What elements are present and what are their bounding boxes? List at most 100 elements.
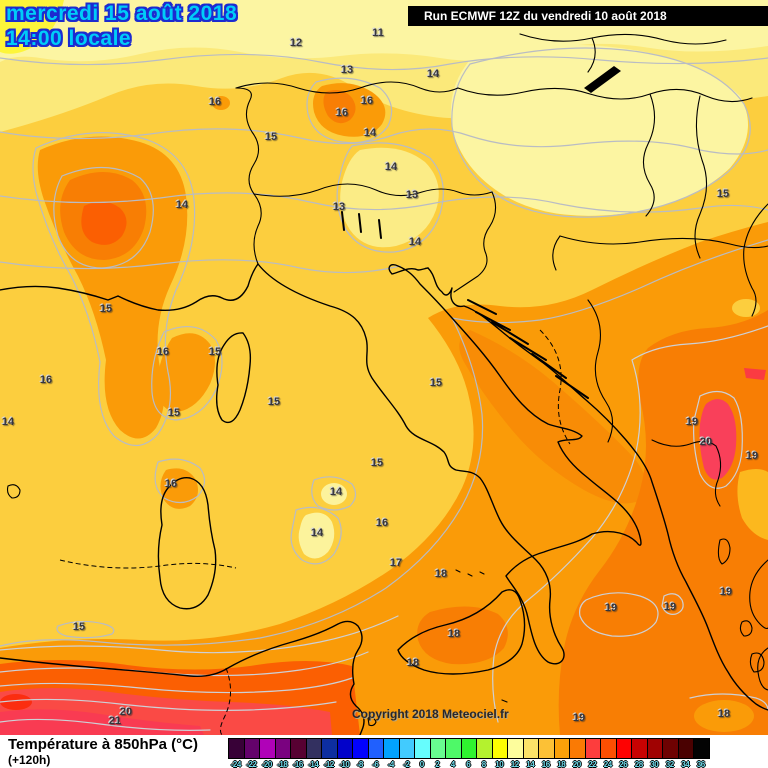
legend-value: 4: [450, 760, 455, 768]
legend-value: -14: [308, 760, 319, 768]
legend-footer: Température à 850hPa (°C) (+120h) -24 -22…: [0, 735, 768, 768]
copyright-text: Copyright 2018 Meteociel.fr: [352, 707, 509, 721]
austria-slovenia-border: [453, 191, 497, 293]
legend-swatch: [461, 739, 477, 758]
legend-swatch: [694, 739, 709, 758]
legend-value: 30: [650, 760, 659, 768]
africa-coastline: [0, 620, 365, 735]
legend-value: 14: [526, 760, 535, 768]
legend-swatch: [275, 739, 291, 758]
legend-value: 12: [510, 760, 519, 768]
legend-swatch: [523, 739, 539, 758]
france-south-coast: [0, 263, 259, 312]
map-lakes: [341, 66, 621, 239]
legend-value: 0: [419, 760, 424, 768]
hungary-croatia-border: [552, 235, 768, 271]
legend-swatch: [322, 739, 338, 758]
italian-lakes: [341, 211, 382, 239]
legend-value: -20: [261, 760, 273, 768]
legend-value: -16: [292, 760, 304, 768]
balkan-coastline: [427, 267, 768, 711]
legend-swatch: [477, 739, 493, 758]
legend-swatch: [508, 739, 524, 758]
legend-swatch: [647, 739, 663, 758]
legend-value: 36: [696, 760, 705, 768]
austria-hungary-border: [457, 87, 753, 217]
sardinia-coastline: [157, 477, 217, 610]
legend-swatch: [601, 739, 617, 758]
legend-swatch: [554, 739, 570, 758]
corsica-coastline: [215, 332, 252, 424]
legend-swatch: [384, 739, 400, 758]
sicily-coastline: [397, 589, 526, 675]
legend-value: 34: [681, 760, 690, 768]
map-coastlines-borders: [0, 33, 768, 735]
legend-swatch: [585, 739, 601, 758]
validity-date: mercredi 15 août 2018: [6, 2, 238, 25]
legend-swatch: [244, 739, 260, 758]
legend-swatch: [260, 739, 276, 758]
small-islands: [6, 484, 508, 727]
legend-value: 16: [541, 760, 550, 768]
serbia-border: [587, 95, 768, 443]
parameter-title: Température à 850hPa (°C): [8, 736, 198, 753]
legend-value: -10: [339, 760, 350, 768]
legend-value: -22: [246, 760, 257, 768]
legend-value: -12: [323, 760, 335, 768]
validity-datetime: mercredi 15 août 2018 14:00 locale: [6, 1, 237, 51]
legend-value: 6: [466, 760, 471, 768]
legend-value: -6: [372, 760, 379, 768]
legend-swatch: [663, 739, 679, 758]
legend-value: 24: [603, 760, 612, 768]
legend-swatch: [632, 739, 648, 758]
legend-value: -2: [403, 760, 410, 768]
legend-swatch: [306, 739, 322, 758]
legend-swatch: [570, 739, 586, 758]
legend-swatch: [415, 739, 431, 758]
lake-balaton: [584, 66, 621, 93]
switzerland-italy-border: [253, 183, 493, 197]
legend-value: -8: [356, 760, 364, 768]
greek-islands: [717, 538, 768, 691]
legend-swatch: [492, 739, 508, 758]
legend-swatch: [229, 739, 245, 758]
croatian-islands: [467, 299, 589, 399]
legend-swatch: [430, 739, 446, 758]
algeria-tunisia-dashed-border: [219, 667, 231, 735]
color-scale-values: -24 -22 -20 -18 -16 -14 -12 -10 -8 -6 -4 -2 0 2 4 6 8 10 1…: [228, 760, 710, 768]
validity-time: 14:00 locale: [6, 27, 132, 50]
legend-swatch: [291, 739, 307, 758]
legend-swatch: [399, 739, 415, 758]
france-italy-border: [235, 87, 262, 265]
legend-value: 8: [481, 760, 486, 768]
model-run-bar: Run ECMWF 12Z du vendredi 10 août 2018: [408, 6, 768, 26]
italy-coastline: [257, 263, 642, 665]
legend-value: 18: [557, 760, 566, 768]
forecast-lead-time: (+120h): [8, 753, 51, 767]
legend-value: 32: [665, 760, 674, 768]
legend-swatch: [353, 739, 369, 758]
czech-border: [519, 33, 727, 73]
legend-value: 2: [435, 760, 440, 768]
legend-value: 26: [619, 760, 628, 768]
legend-swatch: [337, 739, 353, 758]
legend-value: -24: [230, 760, 242, 768]
legend-swatch: [368, 739, 384, 758]
alpine-borders: [235, 81, 459, 94]
bosnia-dashed-border: [539, 329, 571, 445]
color-scale-legend: -24 -22 -20 -18 -16 -14 -12 -10 -8 -6 -4 -2 0 2 4 6 8 10 1…: [228, 738, 710, 768]
legend-swatch: [678, 739, 694, 758]
legend-value: 10: [495, 760, 504, 768]
legend-value: -4: [387, 760, 395, 768]
legend-swatch: [446, 739, 462, 758]
color-scale-swatches: [228, 738, 710, 759]
legend-value: 22: [588, 760, 597, 768]
map-temperature-zones: [0, 0, 768, 735]
albania-border: [651, 439, 722, 507]
map-image: [0, 0, 768, 735]
legend-value: 28: [634, 760, 643, 768]
weather-map: 12 11 13 14 16 16 16 15 14 14 13 13 14 15 14 15 16 15 16 15…: [0, 0, 768, 735]
legend-swatch: [539, 739, 555, 758]
regional-dashed-border: [59, 559, 237, 569]
